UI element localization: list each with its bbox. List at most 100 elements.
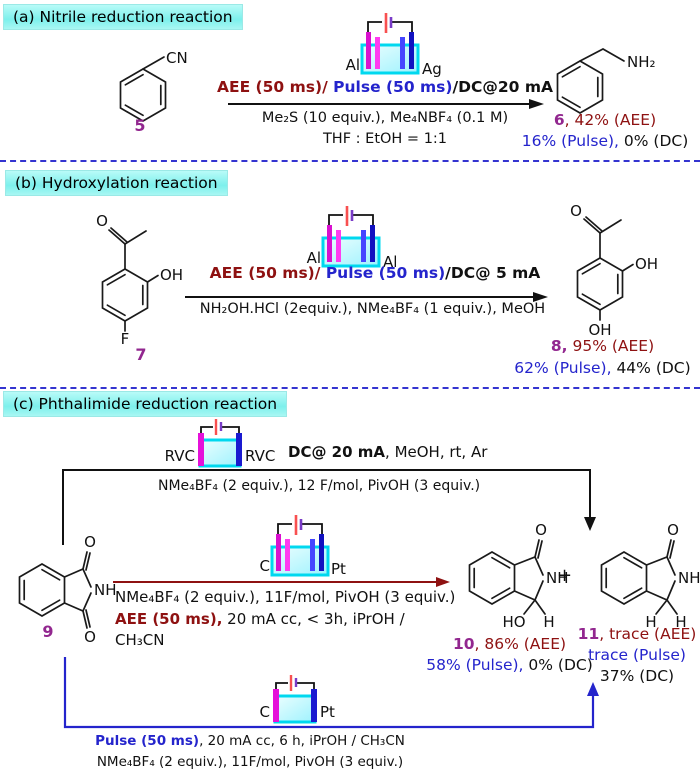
h-right-label: H (675, 613, 686, 631)
electrode-label-right: Ag (422, 60, 442, 78)
fluoro-hydroxy-acetophenone-structure: O OH F (96, 212, 183, 348)
yield-8-aee: 95% (AEE) (567, 337, 655, 355)
conditions-b-above-arrow: AEE (50 ms)/ Pulse (50 ms)/DC@ 5 mA (180, 264, 570, 282)
yield-8: 8, 95% (AEE) 62% (Pulse), 44% (DC) (500, 335, 700, 379)
benzene-ring (18, 563, 66, 617)
aee-condition: AEE (50 ms), (115, 609, 223, 628)
conditions-b-below-arrow: NH₂OH.HCl (2equiv.), NMe₄BF₄ (1 equiv.),… (199, 301, 546, 317)
beaker (360, 43, 420, 75)
h-label: H (543, 613, 554, 631)
conditions-c-pulse-route: Pulse (50 ms), 20 mA cc, 6 h, iPrOH / CH… (90, 731, 410, 773)
pulse-condition: Pulse (50 ms) (320, 264, 446, 282)
anode-inner (375, 37, 380, 69)
cathode-outer (319, 534, 324, 571)
electrode-label-right: RVC (245, 447, 275, 465)
isoindolinone-structure: O NH H H (600, 524, 700, 631)
anode (273, 689, 279, 722)
anode (198, 433, 204, 466)
nh2-label: NH₂ (627, 53, 656, 71)
anode-inner (285, 539, 290, 571)
yield-6-pulse: 16% (Pulse), (521, 132, 619, 150)
electrode-label-left: Al (346, 56, 360, 74)
section-divider-1 (0, 160, 700, 162)
nh-label: NH (678, 569, 700, 587)
anode-outer (276, 534, 281, 571)
electrochemical-cell-aee: C Pt (260, 515, 346, 578)
section-divider-2 (0, 387, 700, 389)
section-c-title: (c) Phthalimide reduction reaction (3, 391, 288, 417)
plus-sign: + (557, 565, 573, 586)
yield-11-aee: , trace (AEE) (599, 625, 697, 643)
h-left-label: H (645, 613, 656, 631)
cathode (311, 689, 317, 722)
anode-outer (366, 32, 371, 69)
yield-10: 10, 86% (AEE) 58% (Pulse), 0% (DC) (422, 634, 597, 676)
aee-condition: AEE (50 ms)/ (209, 264, 321, 282)
electrode-label-left: C (260, 557, 270, 575)
yield-8-pulse: 62% (Pulse), (514, 359, 612, 377)
aee-route-arrow (113, 577, 450, 587)
carbonyl-o-label: O (96, 212, 108, 230)
yield-11-dc: 37% (DC) (599, 667, 675, 685)
dc-condition: DC@ 20 mA (288, 443, 386, 461)
o-bottom-label: O (84, 628, 96, 646)
conditions-a-above-arrow: AEE (50 ms)/ Pulse (50 ms)/DC@20 mA (205, 78, 565, 96)
section-a-title: (a) Nitrile reduction reaction (3, 4, 243, 30)
yield-6: 6, 42% (AEE) 16% (Pulse), 0% (DC) (505, 110, 700, 152)
yield-11: 11, trace (AEE) trace (Pulse) 37% (DC) (572, 624, 700, 687)
electrochemical-cell-pulse: C Pt (260, 675, 335, 724)
compound-6-number: 6 (553, 111, 565, 129)
dc-condition: /DC@20 mA (452, 78, 553, 96)
electrochemical-cell-b: Al Al (307, 206, 397, 271)
aee-route-line2-rest: 20 mA cc, < 3h, iPrOH / (222, 609, 405, 628)
cathode-outer (370, 225, 375, 262)
aee-condition: AEE (50 ms)/ (216, 78, 328, 96)
beaker (270, 545, 330, 577)
electrode-label-right: Pt (320, 703, 335, 721)
yield-11-pulse: trace (Pulse) (588, 646, 686, 664)
pulse-condition: Pulse (50 ms) (327, 78, 453, 96)
cathode-outer (409, 32, 414, 69)
yield-10-aee: , 86% (AEE) (474, 635, 567, 653)
electrode-label-left: Al (307, 249, 321, 267)
anode-outer (327, 225, 332, 262)
electrode-label-left: C (260, 703, 270, 721)
electrode-label-right: Al (383, 253, 397, 271)
nh-label: NH (94, 581, 117, 599)
cathode-inner (361, 230, 366, 262)
conditions-a-below-arrow: Me₂S (10 equiv.), Me₄NBF₄ (0.1 M) THF : … (230, 108, 540, 150)
compound-7-number: 7 (135, 345, 147, 364)
section-b-title: (b) Hydroxylation reaction (5, 170, 228, 196)
ho-label: HO (502, 613, 525, 631)
compound-11-number: 11 (577, 625, 600, 643)
yield-10-pulse: 58% (Pulse), (426, 656, 524, 674)
carbonyl-o-label: O (570, 202, 582, 220)
dihydroxy-acetophenone-structure: O OH OH (570, 202, 658, 339)
pulse-route-arrow (63, 657, 599, 729)
hydroxy-isoindolinone-structure: O NH HO H (468, 524, 569, 631)
nh-label: NH (546, 569, 569, 587)
dc-condition-rest: , MeOH, rt, Ar (385, 443, 488, 461)
yield-8-dc: 44% (DC) (611, 359, 691, 377)
benzene-ring (600, 551, 648, 605)
conditions-c-dc-route: DC@ 20 mA, MeOH, rt, Ar (288, 443, 487, 461)
cathode-inner (400, 37, 405, 69)
pulse-route-line2: NMe₄BF₄ (2 equiv.), 11F/mol, PivOH (3 eq… (96, 754, 404, 770)
benzylamine-structure: NH₂ (556, 48, 656, 114)
compound-8-number: 8, (550, 337, 568, 355)
anode-inner (336, 230, 341, 262)
benzene-ring (468, 551, 516, 605)
benzene-ring (556, 60, 604, 114)
pulse-condition: Pulse (50 ms) (95, 733, 200, 749)
cathode (236, 433, 242, 466)
oh-label: OH (160, 266, 183, 284)
yield-6-dc: 0% (DC) (618, 132, 689, 150)
conditions-a-line1: Me₂S (10 equiv.), Me₄NBF₄ (0.1 M) (261, 110, 509, 126)
cn-label: CN (166, 49, 188, 67)
dc-condition: /DC@ 5 mA (445, 264, 541, 282)
compound-9-number: 9 (42, 622, 54, 641)
compound-5-number: 5 (134, 116, 146, 135)
electrochemical-cell-rvc: RVC RVC (165, 419, 275, 468)
o-label: O (535, 524, 547, 539)
